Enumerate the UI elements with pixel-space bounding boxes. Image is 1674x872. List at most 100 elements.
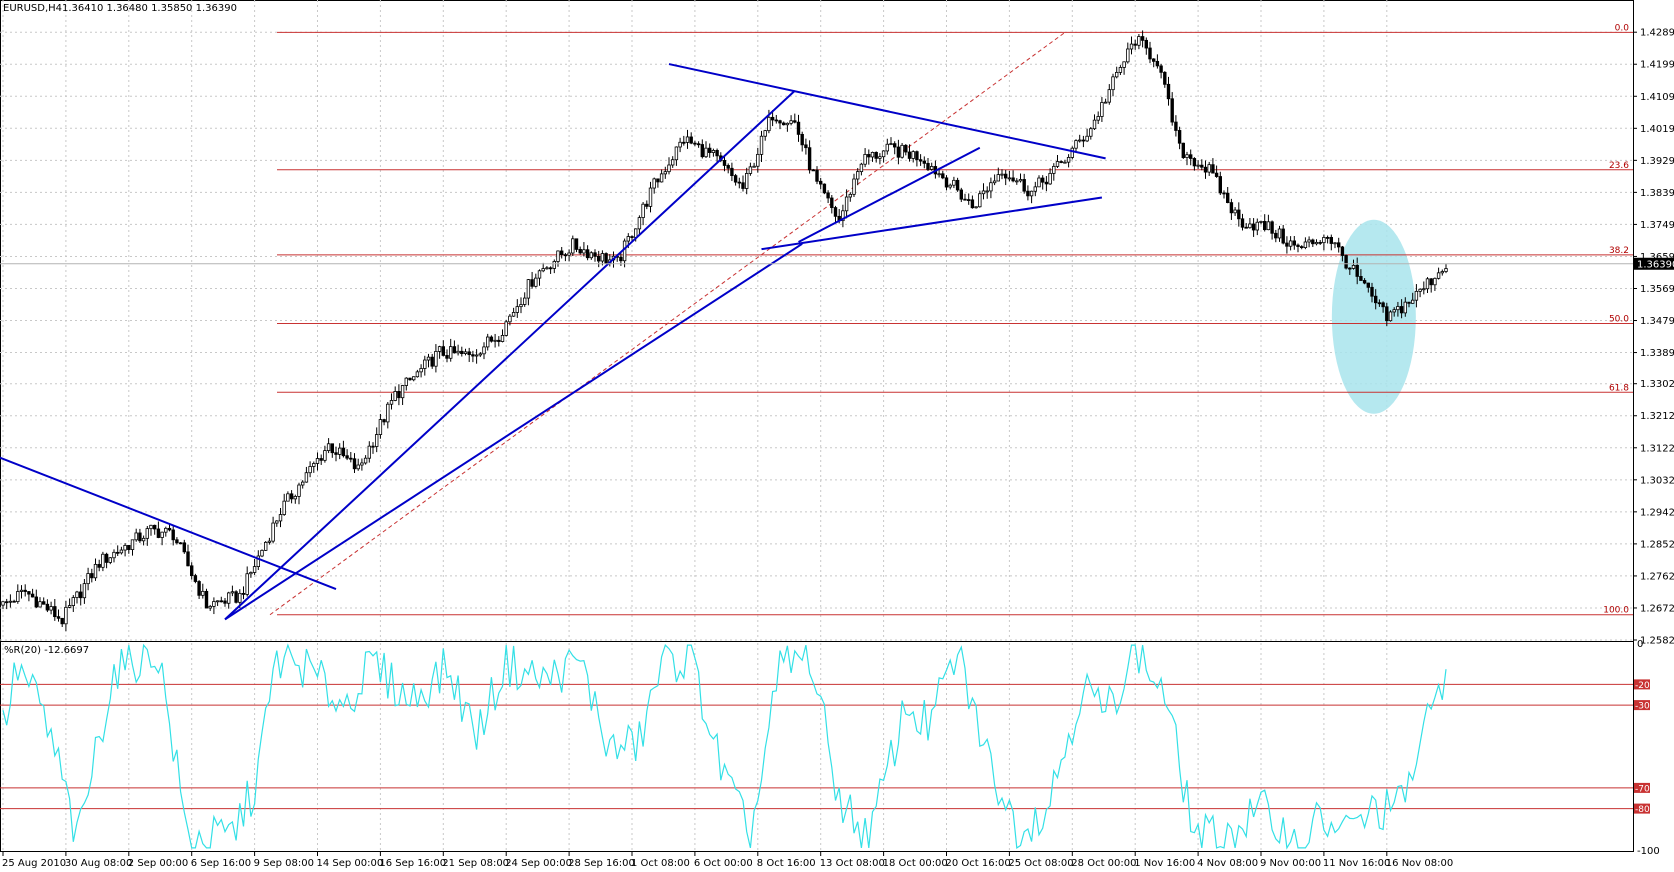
candle-body	[411, 376, 416, 381]
candle-body	[1044, 181, 1049, 185]
candle-body	[748, 166, 753, 174]
candle-body	[415, 371, 420, 378]
candle-body	[1296, 244, 1300, 247]
candle-body	[630, 236, 634, 238]
candle-body	[149, 524, 153, 530]
ohlc-label: 1.36410 1.36480 1.35850 1.36390	[62, 3, 237, 14]
candle-body	[963, 198, 967, 201]
candle-body	[267, 540, 272, 543]
candle-body	[1285, 242, 1289, 247]
candle-body	[38, 601, 42, 608]
candle-body	[1107, 89, 1111, 103]
candle-body	[907, 151, 912, 159]
candle-body	[1374, 295, 1378, 304]
candle-body	[948, 184, 952, 188]
candle-body	[341, 447, 346, 457]
candle-body	[967, 199, 971, 201]
candle-body	[885, 143, 889, 152]
fib-level-label: 50.0	[1609, 315, 1629, 325]
candle-body	[589, 252, 593, 259]
candle-body	[726, 165, 730, 169]
candle-body	[730, 167, 734, 177]
trendline[interactable]	[761, 196, 1103, 251]
trendline[interactable]	[668, 63, 1106, 160]
x-tick-label: 21 Sep 08:00	[442, 858, 509, 869]
candle-body	[23, 589, 27, 592]
candle-body	[304, 472, 309, 483]
candle-body	[1103, 101, 1108, 104]
trendline[interactable]	[798, 146, 981, 243]
candle-body	[674, 146, 679, 161]
candle-body	[789, 120, 793, 124]
candle-body	[652, 178, 656, 189]
x-tick-label: 8 Oct 16:00	[757, 858, 816, 869]
candle-body	[5, 601, 9, 604]
candle-body	[992, 180, 997, 184]
candle-body	[312, 463, 316, 467]
x-tick-label: 11 Nov 16:00	[1323, 858, 1390, 869]
candle-body	[1074, 140, 1078, 149]
candle-body	[293, 496, 297, 500]
candle-body	[208, 605, 212, 609]
candle-body	[937, 173, 941, 176]
trendline[interactable]	[0, 456, 337, 591]
wpr-level-box	[1634, 700, 1650, 711]
candle-body	[1270, 221, 1274, 234]
candle-body	[1240, 218, 1245, 228]
candle-body	[504, 321, 508, 336]
candle-body	[1089, 128, 1093, 137]
candle-body	[1425, 278, 1430, 290]
candle-body	[60, 617, 64, 625]
candle-body	[1063, 161, 1067, 164]
candle-body	[1422, 288, 1426, 291]
candle-body	[423, 359, 427, 369]
trendline[interactable]	[224, 90, 796, 621]
candle-body	[300, 481, 305, 486]
candle-body	[578, 249, 582, 254]
candle-body	[515, 306, 519, 313]
fib-trend-line[interactable]	[269, 31, 1066, 616]
candle-body	[1248, 223, 1252, 229]
candle-body	[974, 206, 978, 209]
candle-body	[770, 116, 775, 121]
fibonacci-retracement[interactable]: 0.0 23.6 38.2 50.0 61.8 100.0	[269, 23, 1633, 616]
candle-body	[1322, 237, 1326, 244]
candle-body	[1259, 221, 1263, 223]
y-tick-label: 1.33895	[1640, 348, 1674, 359]
candle-body	[1207, 164, 1211, 173]
candle-body	[167, 527, 172, 531]
candle-body	[42, 601, 46, 605]
candle-body	[941, 173, 945, 179]
candle-body	[289, 493, 294, 500]
x-tick-label: 25 Aug 2010	[2, 858, 66, 869]
candle-body	[778, 120, 782, 124]
candle-body	[796, 121, 801, 135]
candle-body	[30, 593, 35, 598]
candle-body	[367, 445, 371, 459]
candle-body	[1214, 172, 1219, 177]
y-tick-label: 1.29420	[1640, 507, 1674, 518]
candle-body	[1251, 223, 1256, 231]
trendlines[interactable]	[0, 63, 1106, 621]
x-tick-label: 18 Oct 00:00	[883, 858, 948, 869]
x-tick-label: 13 Oct 08:00	[820, 858, 885, 869]
candle-body	[881, 150, 886, 158]
candle-body	[567, 252, 571, 256]
candle-body	[445, 355, 449, 359]
candle-body	[363, 457, 368, 464]
candle-body	[193, 575, 198, 582]
candle-body	[574, 238, 579, 250]
y-tick-label: 1.25820	[1640, 636, 1674, 647]
candle-body	[1155, 60, 1160, 67]
candle-body	[127, 544, 131, 550]
candle-body	[1041, 177, 1045, 183]
candle-body	[859, 163, 864, 173]
trendline[interactable]	[224, 242, 803, 621]
candle-body	[389, 400, 394, 405]
candle-body	[482, 346, 486, 355]
candle-body	[138, 532, 142, 542]
candle-body	[826, 192, 830, 199]
candle-body	[1222, 192, 1226, 195]
candle-body	[1407, 301, 1411, 304]
